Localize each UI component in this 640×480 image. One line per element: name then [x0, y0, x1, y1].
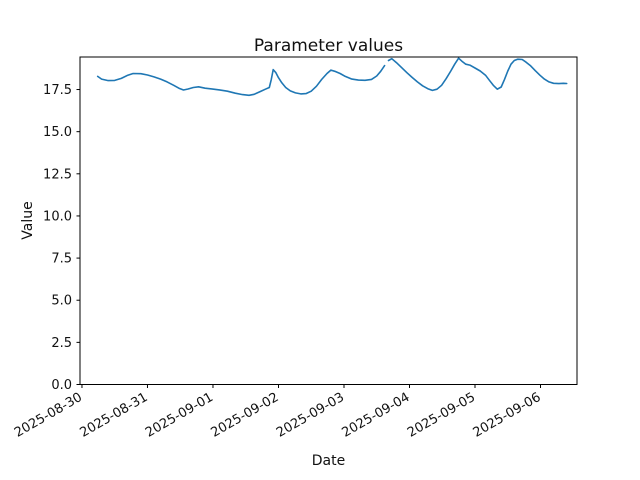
y-tick-label: 10.0	[43, 209, 72, 224]
x-axis-label: Date	[312, 453, 345, 469]
y-axis-label: Value	[20, 201, 36, 239]
y-tick-label: 2.5	[51, 336, 72, 351]
y-tick-label: 5.0	[51, 294, 72, 309]
data-series	[96, 57, 568, 97]
series-line	[387, 57, 568, 92]
x-tick-label: 2025-09-03	[274, 390, 347, 441]
y-tick-label: 12.5	[43, 167, 72, 182]
y-axis-ticks: 0.0 2.5 5.0 7.5 10.0 12.5 15.0 17.5	[43, 83, 80, 393]
y-tick-label: 15.0	[43, 125, 72, 140]
y-tick-label: 7.5	[51, 252, 72, 267]
plot-frame	[79, 56, 578, 385]
chart-title: Parameter values	[254, 36, 403, 56]
x-tick-label: 2025-09-06	[471, 390, 544, 441]
series-line	[96, 64, 386, 97]
x-tick-label: 2025-09-02	[209, 390, 282, 441]
x-tick-label: 2025-08-30	[12, 390, 85, 441]
x-tick-label: 2025-08-31	[78, 390, 151, 441]
x-tick-label: 2025-09-01	[143, 390, 216, 441]
y-tick-label: 17.5	[43, 83, 72, 98]
x-axis-ticks: 2025-08-302025-08-312025-09-012025-09-02…	[12, 384, 544, 441]
x-tick-label: 2025-09-05	[405, 390, 478, 441]
y-tick-label: 0.0	[51, 378, 72, 393]
x-tick-label: 2025-09-04	[340, 390, 413, 441]
